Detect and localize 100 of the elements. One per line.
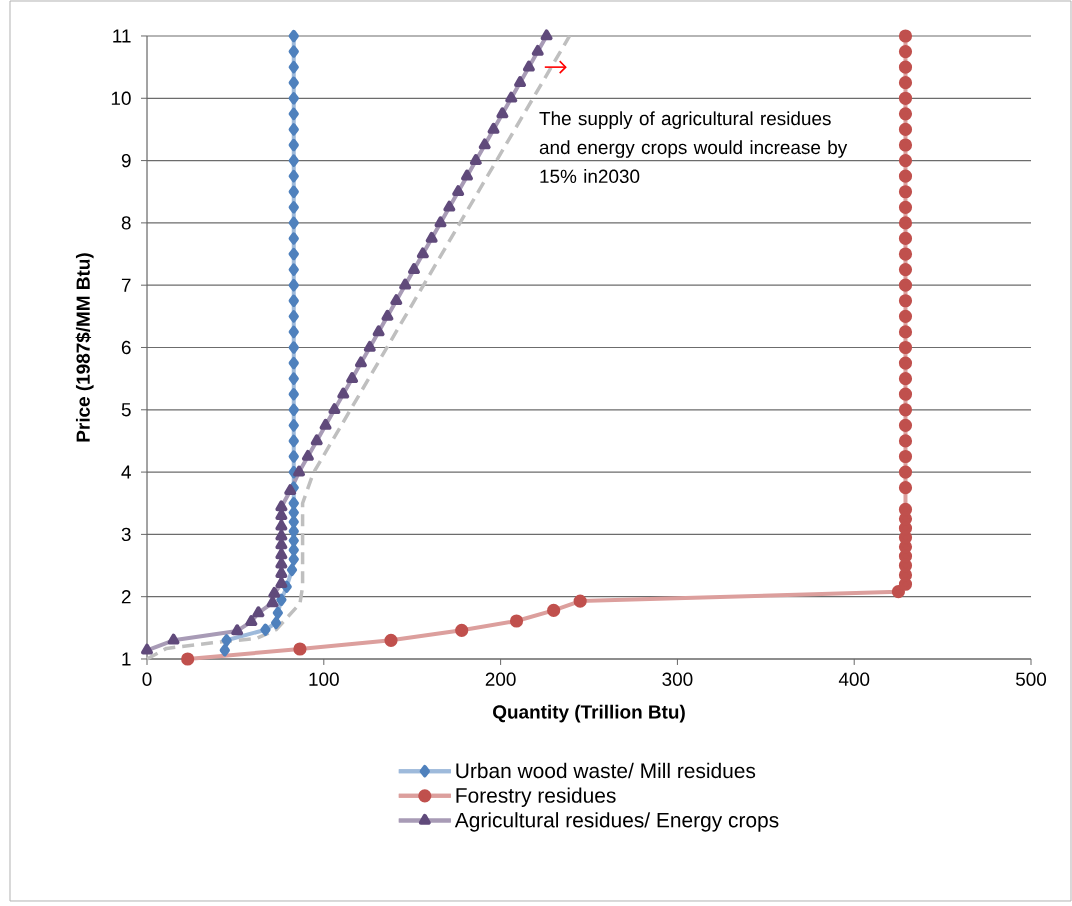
- point: [509, 614, 524, 628]
- point: [288, 154, 299, 167]
- point: [272, 606, 283, 620]
- x-tick-label: 300: [662, 672, 693, 686]
- point: [288, 216, 299, 230]
- point: [288, 294, 299, 307]
- point: [390, 294, 403, 306]
- point: [221, 634, 232, 647]
- point: [276, 593, 287, 606]
- point: [898, 481, 913, 495]
- x-axis-title: Quantity (Trillion Btu): [493, 704, 685, 723]
- point: [288, 263, 299, 276]
- point: [898, 200, 913, 214]
- point: [354, 356, 367, 368]
- point: [288, 232, 299, 245]
- point: [288, 60, 299, 74]
- y-tick-label: 6: [121, 340, 131, 355]
- point: [452, 185, 465, 197]
- point: [531, 44, 544, 56]
- point: [898, 387, 913, 401]
- y-tick-label: 10: [111, 91, 131, 105]
- point: [898, 29, 913, 43]
- point: [898, 549, 913, 563]
- point: [898, 356, 913, 370]
- point: [181, 652, 195, 666]
- point: [898, 278, 913, 292]
- point: [319, 418, 332, 430]
- point: [268, 586, 281, 598]
- point: [898, 558, 913, 573]
- point: [245, 615, 258, 626]
- point: [898, 449, 913, 464]
- point: [547, 603, 561, 617]
- point: [266, 596, 279, 608]
- point: [443, 200, 456, 212]
- point: [288, 356, 299, 370]
- point: [275, 519, 288, 531]
- point: [399, 278, 412, 290]
- point: [288, 76, 299, 89]
- point: [288, 45, 299, 58]
- point: [898, 138, 913, 152]
- point: [407, 263, 420, 274]
- x-tick-label: 500: [1015, 672, 1047, 686]
- point: [288, 138, 299, 152]
- point: [288, 419, 299, 432]
- point: [288, 553, 299, 566]
- point: [416, 247, 429, 259]
- point: [288, 341, 299, 354]
- point: [288, 434, 299, 448]
- x-tick-label: 200: [485, 672, 516, 686]
- point: [898, 185, 913, 199]
- point: [898, 216, 913, 230]
- x-tick-label: 0: [142, 672, 152, 686]
- point: [288, 543, 299, 557]
- point: [487, 122, 500, 134]
- point: [288, 169, 299, 183]
- y-axis-title: Price (1987$/MM Btu): [75, 253, 94, 442]
- point: [898, 122, 913, 137]
- point: [288, 325, 299, 339]
- point: [381, 309, 394, 321]
- point: [898, 340, 913, 355]
- point: [231, 624, 244, 636]
- point: [898, 231, 913, 246]
- point: [288, 310, 299, 323]
- legend-label: Forestry residues: [456, 787, 616, 807]
- point: [898, 568, 913, 582]
- point: [252, 606, 265, 618]
- point: [363, 340, 376, 352]
- point: [219, 644, 230, 657]
- legend-label: Agricultural residues/ Energy crops: [454, 812, 779, 832]
- y-tick-label: 4: [121, 465, 131, 479]
- point: [898, 502, 913, 517]
- point: [293, 465, 306, 477]
- point: [891, 585, 906, 599]
- point: [288, 29, 299, 43]
- point: [301, 449, 314, 461]
- point: [275, 529, 288, 541]
- point: [898, 465, 913, 479]
- point: [898, 418, 913, 432]
- point: [898, 294, 913, 308]
- y-tick-label: 9: [121, 153, 131, 168]
- point: [522, 60, 535, 72]
- point: [898, 169, 913, 183]
- point: [898, 577, 913, 591]
- point: [288, 185, 299, 198]
- point: [898, 325, 913, 339]
- point: [898, 60, 913, 74]
- point: [141, 643, 153, 655]
- point: [288, 92, 299, 105]
- point: [898, 530, 913, 545]
- point: [288, 278, 299, 292]
- point: [573, 594, 587, 608]
- y-tick-label: 8: [121, 216, 131, 230]
- point: [514, 76, 527, 88]
- point: [288, 515, 299, 529]
- point: [461, 169, 473, 181]
- point: [505, 91, 518, 103]
- point: [898, 247, 913, 261]
- point: [288, 201, 299, 214]
- point: [288, 247, 299, 261]
- legend-label: Urban wood waste/ Mill residues: [456, 762, 756, 779]
